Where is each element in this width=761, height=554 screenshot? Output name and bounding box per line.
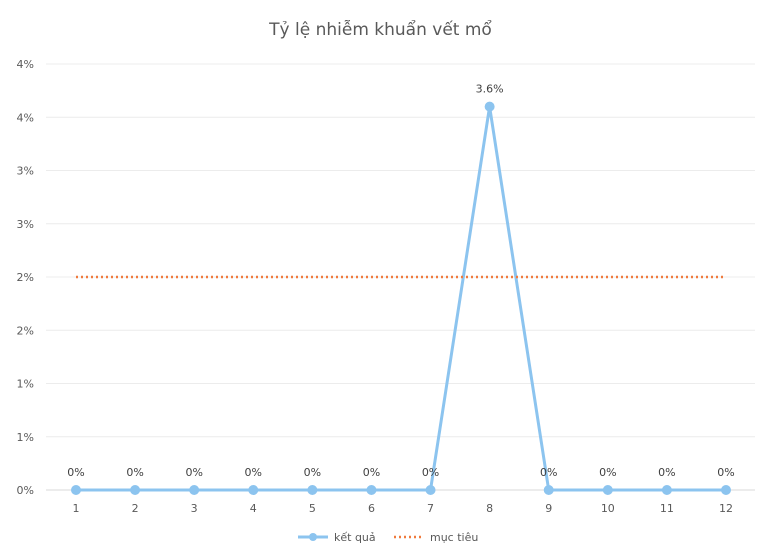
data-point — [366, 485, 377, 495]
data-point — [661, 485, 672, 495]
y-tick-label: 1% — [17, 431, 34, 444]
y-tick-label: 3% — [17, 218, 34, 231]
data-label: 0% — [658, 466, 675, 479]
data-label: 0% — [245, 466, 262, 479]
x-tick-label: 9 — [545, 502, 552, 515]
legend-marker — [309, 533, 317, 541]
x-tick-label: 3 — [191, 502, 198, 515]
x-tick-label: 6 — [368, 502, 375, 515]
data-label: 3.6% — [476, 83, 504, 96]
legend-label: kết quả — [334, 531, 376, 544]
data-label: 0% — [67, 466, 84, 479]
data-point — [602, 485, 613, 495]
y-tick-label: 3% — [17, 165, 34, 178]
x-tick-label: 7 — [427, 502, 434, 515]
data-point — [721, 485, 731, 495]
y-tick-label: 4% — [17, 58, 34, 71]
data-point — [484, 101, 495, 112]
data-label: 0% — [422, 466, 439, 479]
x-tick-label: 5 — [309, 502, 316, 515]
x-tick-label: 4 — [250, 502, 257, 515]
y-tick-label: 2% — [17, 324, 34, 337]
data-point — [248, 485, 259, 495]
data-label: 0% — [717, 466, 734, 479]
x-tick-label: 2 — [132, 502, 139, 515]
data-label: 0% — [185, 466, 202, 479]
series-line-ket-qua — [76, 105, 726, 492]
data-label: 0% — [599, 466, 616, 479]
data-label: 0% — [304, 466, 321, 479]
x-tick-label: 12 — [719, 502, 733, 515]
x-tick-label: 1 — [73, 502, 80, 515]
data-point — [425, 485, 436, 495]
y-tick-label: 0% — [17, 484, 34, 497]
data-label: 0% — [363, 466, 380, 479]
x-tick-label: 8 — [486, 502, 493, 515]
data-label: 0% — [126, 466, 143, 479]
legend-label: mục tiêu — [430, 531, 478, 544]
data-point — [307, 485, 318, 495]
data-point — [189, 485, 200, 495]
x-tick-label: 11 — [660, 502, 674, 515]
x-tick-label: 10 — [601, 502, 615, 515]
data-point — [71, 485, 81, 495]
data-point — [130, 485, 141, 495]
y-tick-label: 1% — [17, 378, 34, 391]
y-tick-label: 4% — [17, 111, 34, 124]
y-tick-label: 2% — [17, 271, 34, 284]
data-label: 0% — [540, 466, 557, 479]
chart-title: Tỷ lệ nhiễm khuẩn vết mổ — [269, 20, 492, 40]
data-point — [543, 485, 554, 495]
